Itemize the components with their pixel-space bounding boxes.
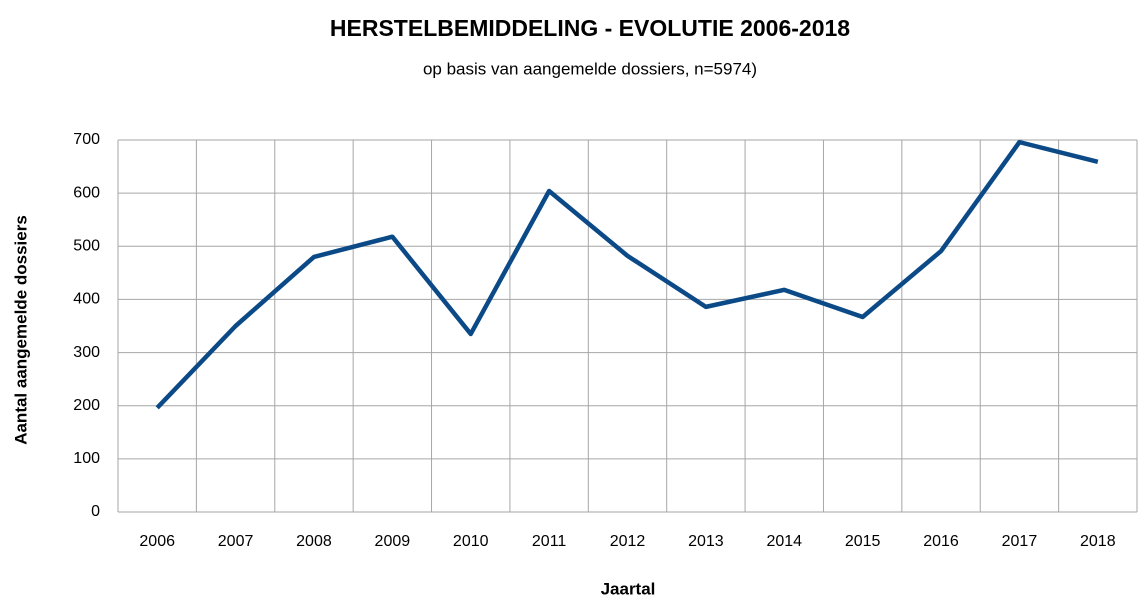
x-tick-label: 2006 bbox=[139, 533, 175, 550]
x-tick-label: 2012 bbox=[610, 533, 646, 550]
x-tick-label: 2008 bbox=[296, 533, 332, 550]
x-tick-label: 2015 bbox=[845, 533, 881, 550]
x-tick-label: 2014 bbox=[766, 533, 802, 550]
y-axis-label: Aantal aangemelde dossiers bbox=[11, 215, 30, 445]
y-tick-label: 500 bbox=[73, 238, 100, 255]
x-tick-label: 2010 bbox=[453, 533, 489, 550]
x-tick-label: 2016 bbox=[923, 533, 959, 550]
y-tick-label: 300 bbox=[73, 344, 100, 361]
x-tick-label: 2013 bbox=[688, 533, 724, 550]
x-tick-label: 2011 bbox=[532, 533, 567, 550]
y-tick-label: 600 bbox=[73, 184, 100, 201]
x-tick-label: 2007 bbox=[218, 533, 254, 550]
y-tick-label: 0 bbox=[91, 503, 100, 520]
x-tick-label: 2009 bbox=[375, 533, 411, 550]
x-tick-label: 2018 bbox=[1080, 533, 1116, 550]
y-tick-label: 700 bbox=[73, 131, 100, 148]
chart-title: HERSTELBEMIDDELING - EVOLUTIE 2006-2018 bbox=[330, 15, 850, 41]
x-axis-label: Jaartal bbox=[601, 579, 656, 598]
x-tick-label: 2017 bbox=[1002, 533, 1038, 550]
y-tick-label: 400 bbox=[73, 291, 100, 308]
chart-subtitle: op basis van aangemelde dossiers, n=5974… bbox=[423, 59, 757, 78]
y-tick-label: 200 bbox=[73, 397, 100, 414]
data-line bbox=[155, 139, 1099, 410]
y-tick-label: 100 bbox=[73, 450, 100, 467]
